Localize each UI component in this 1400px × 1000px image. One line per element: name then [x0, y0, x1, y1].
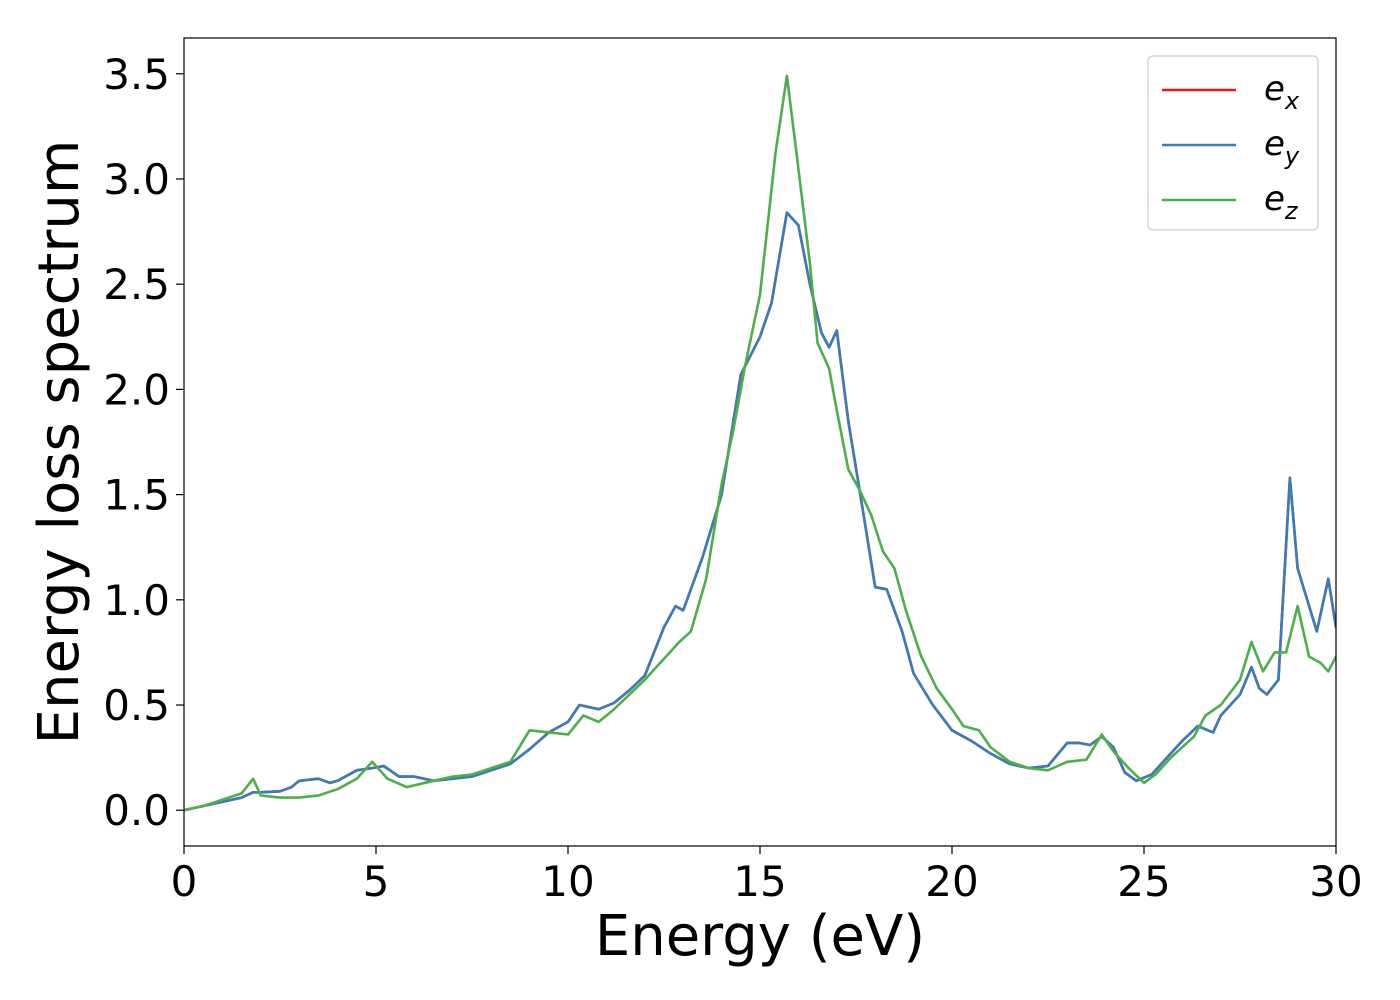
x-tick-label: 10 — [541, 857, 594, 906]
x-tick-label: 0 — [171, 857, 198, 906]
x-axis-label: Energy (eV) — [595, 904, 925, 969]
legend: ex ey ez — [1147, 55, 1319, 231]
legend-label-x: ex — [1264, 69, 1300, 115]
legend-label-y: ey — [1264, 124, 1300, 170]
y-tick-label: 0.0 — [103, 786, 170, 835]
series-line-x — [184, 211, 1336, 812]
x-tick-label: 25 — [1117, 857, 1170, 906]
y-tick-label: 3.0 — [103, 155, 170, 204]
y-tick-label: 1.5 — [103, 471, 170, 520]
x-axis-ticks: 0 5 10 15 20 25 30 — [171, 846, 1363, 906]
x-tick-label: 5 — [363, 857, 390, 906]
legend-label-z: ez — [1264, 179, 1299, 225]
series-line-y — [184, 211, 1336, 812]
series-line-z — [184, 74, 1336, 812]
x-tick-label: 20 — [925, 857, 978, 906]
x-tick-label: 30 — [1309, 857, 1362, 906]
y-tick-label: 2.0 — [103, 365, 170, 414]
x-tick-label: 15 — [733, 857, 786, 906]
y-tick-label: 1.0 — [103, 576, 170, 625]
y-axis-ticks: 0.0 0.5 1.0 1.5 2.0 2.5 3.0 3.5 — [103, 50, 184, 835]
y-axis-label: Energy loss spectrum — [27, 140, 92, 745]
y-tick-label: 0.5 — [103, 681, 170, 730]
y-tick-label: 2.5 — [103, 260, 170, 309]
legend-box — [1147, 55, 1319, 231]
y-tick-label: 3.5 — [103, 50, 170, 99]
series-layer — [184, 74, 1336, 812]
